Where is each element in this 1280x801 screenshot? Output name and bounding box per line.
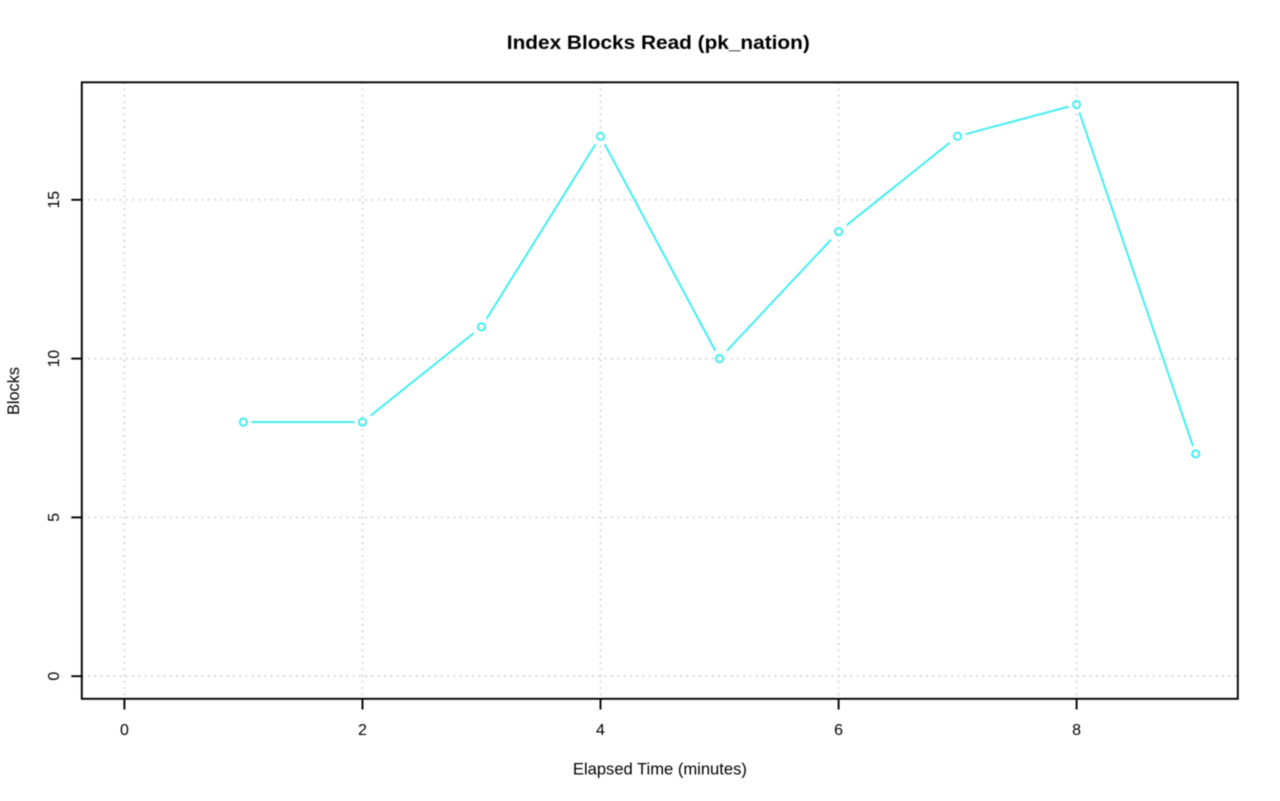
svg-text:6: 6 [834,722,843,739]
svg-text:0: 0 [46,672,63,681]
svg-text:10: 10 [46,350,63,368]
svg-text:Elapsed Time (minutes): Elapsed Time (minutes) [573,761,747,779]
svg-text:2: 2 [358,722,367,739]
svg-text:0: 0 [120,722,129,739]
svg-text:Blocks: Blocks [5,367,23,415]
svg-text:15: 15 [46,191,63,209]
svg-text:4: 4 [596,722,605,739]
svg-text:Index Blocks Read (pk_nation): Index Blocks Read (pk_nation) [507,32,810,54]
svg-text:8: 8 [1072,722,1081,739]
svg-text:5: 5 [46,513,63,522]
